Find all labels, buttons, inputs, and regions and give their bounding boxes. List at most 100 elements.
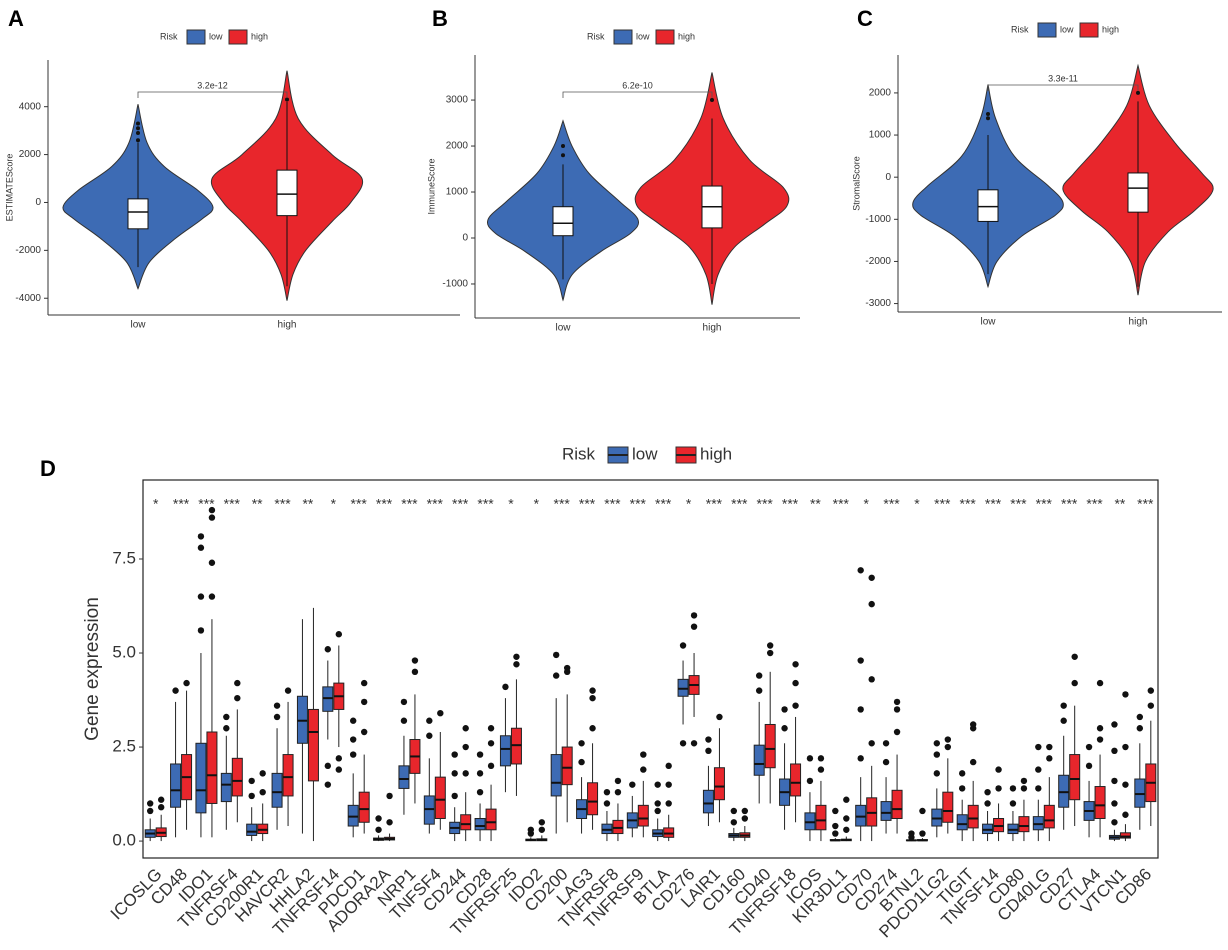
outlier <box>843 796 850 803</box>
outlier <box>665 800 672 807</box>
outlier <box>183 679 190 687</box>
outlier <box>806 755 814 762</box>
significance: *** <box>1137 496 1154 512</box>
y-axis-label: StromalScore <box>851 156 861 211</box>
box <box>891 789 903 820</box>
box <box>1119 832 1131 839</box>
box <box>246 823 258 836</box>
box <box>552 206 574 237</box>
outlier <box>919 807 926 815</box>
box <box>485 808 497 831</box>
significance: *** <box>579 496 596 512</box>
p-value-bracket <box>987 84 1139 91</box>
y-tick-label: 7.5 <box>112 548 136 567</box>
outlier <box>589 694 596 702</box>
outlier <box>654 781 661 788</box>
box <box>702 789 714 814</box>
significance: * <box>686 496 692 512</box>
significance: *** <box>960 496 977 512</box>
significance: * <box>534 496 540 512</box>
y-axis-label: Gene expression <box>82 597 103 741</box>
y-tick-label: 2000 <box>446 141 469 152</box>
significance: *** <box>274 496 291 512</box>
legend-title: Risk <box>587 31 605 41</box>
outlier <box>197 533 205 540</box>
outlier <box>882 740 890 747</box>
outlier <box>476 770 484 777</box>
outlier <box>411 668 419 676</box>
outlier <box>893 728 901 736</box>
outlier <box>400 698 408 706</box>
significance: * <box>331 496 337 512</box>
outlier <box>986 116 990 121</box>
significance: *** <box>1010 496 1027 512</box>
legend-label: high <box>700 444 732 463</box>
outlier <box>868 574 875 581</box>
outlier <box>690 612 698 619</box>
box <box>1018 816 1030 833</box>
box <box>474 818 486 831</box>
significance: * <box>863 496 869 512</box>
outlier <box>234 679 241 687</box>
outlier <box>614 777 622 785</box>
y-tick-label: 2.5 <box>112 737 136 756</box>
outlier <box>868 676 875 683</box>
outlier <box>578 758 585 766</box>
significance: *** <box>427 496 444 512</box>
significance: *** <box>706 496 723 512</box>
outlier <box>400 717 408 724</box>
outlier <box>411 657 419 664</box>
outlier <box>136 121 140 126</box>
outlier <box>146 807 154 815</box>
outlier <box>857 706 864 713</box>
outlier <box>629 781 636 788</box>
outlier <box>944 743 952 751</box>
significance: *** <box>1036 496 1053 512</box>
significance: *** <box>833 496 850 512</box>
outlier <box>1147 702 1155 709</box>
outlier <box>654 807 661 815</box>
outlier <box>1136 713 1144 721</box>
y-tick-label: -1000 <box>442 279 468 290</box>
outlier <box>487 740 495 747</box>
outlier <box>360 679 368 687</box>
box <box>956 814 968 831</box>
p-value-bracket <box>137 91 288 98</box>
y-tick-label: 2000 <box>19 149 42 160</box>
box <box>358 791 370 823</box>
outlier <box>1085 743 1093 751</box>
legend-label: low <box>632 444 658 463</box>
outlier <box>933 740 941 747</box>
outlier <box>832 807 839 815</box>
outlier <box>679 740 687 747</box>
box <box>398 765 410 789</box>
outlier <box>1020 785 1028 792</box>
outlier <box>208 514 216 521</box>
outlier <box>589 687 596 694</box>
outlier <box>324 762 332 770</box>
legend-label: low <box>636 31 650 41</box>
box <box>170 763 182 808</box>
outlier <box>893 698 901 706</box>
panel-label: C <box>857 6 873 31</box>
outlier <box>146 800 154 807</box>
significance: * <box>914 496 920 512</box>
significance: *** <box>1086 496 1103 512</box>
outlier <box>273 702 281 709</box>
box <box>713 767 725 801</box>
legend-title: Risk <box>160 31 178 41</box>
significance: *** <box>604 496 621 512</box>
outlier <box>1111 800 1118 807</box>
outlier <box>589 725 596 732</box>
outlier <box>705 736 712 743</box>
y-tick-label: -2000 <box>865 256 891 267</box>
outlier <box>259 770 266 777</box>
outlier <box>857 657 864 664</box>
outlier <box>324 781 332 788</box>
y-axis-label: ImmuneScore <box>426 158 436 214</box>
outlier <box>614 788 622 796</box>
significance: *** <box>173 496 190 512</box>
outlier <box>843 826 850 833</box>
legend-title: Risk <box>1011 24 1029 34</box>
significance: *** <box>731 496 748 512</box>
